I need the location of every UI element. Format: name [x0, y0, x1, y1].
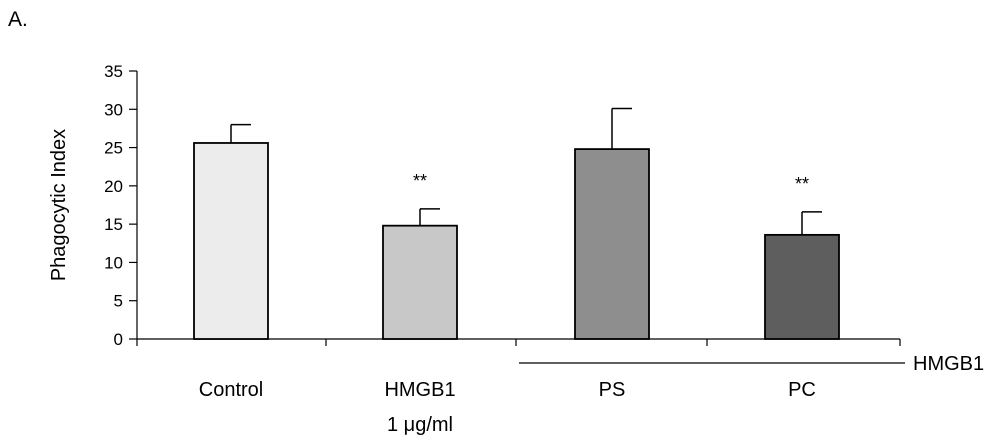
- significance-marker: **: [795, 174, 809, 194]
- bar: [764, 233, 840, 340]
- y-tick-label: 30: [104, 100, 123, 119]
- y-tick-label: 15: [104, 215, 123, 234]
- y-tick-label: 5: [114, 292, 123, 311]
- x-tick-label: PC: [788, 379, 816, 401]
- chart-labels: Phagocytic Index Control ** HMGB1 1 μg/ml PS *…: [48, 129, 984, 436]
- x-tick-sublabel: 1 μg/ml: [387, 414, 453, 436]
- bar-series: [193, 107, 840, 340]
- bar: [382, 224, 458, 340]
- group-bracket-label: HMGB1: [913, 353, 984, 375]
- x-tick-label: PS: [599, 379, 626, 401]
- y-axis-title: Phagocytic Index: [48, 129, 70, 281]
- x-tick-label: HMGB1: [384, 379, 455, 401]
- chart-axes: 0 5 10 15 20 25 30 35: [104, 62, 905, 364]
- significance-marker: **: [413, 171, 427, 191]
- y-tick-label: 35: [104, 62, 123, 81]
- y-tick-label: 0: [114, 330, 123, 349]
- bar: [574, 148, 650, 340]
- y-tick-label: 25: [104, 139, 123, 158]
- x-tick-label: Control: [199, 379, 263, 401]
- y-tick-label: 20: [104, 177, 123, 196]
- panel-label: A.: [8, 8, 28, 31]
- bar: [193, 142, 269, 340]
- y-tick-label: 10: [104, 253, 123, 272]
